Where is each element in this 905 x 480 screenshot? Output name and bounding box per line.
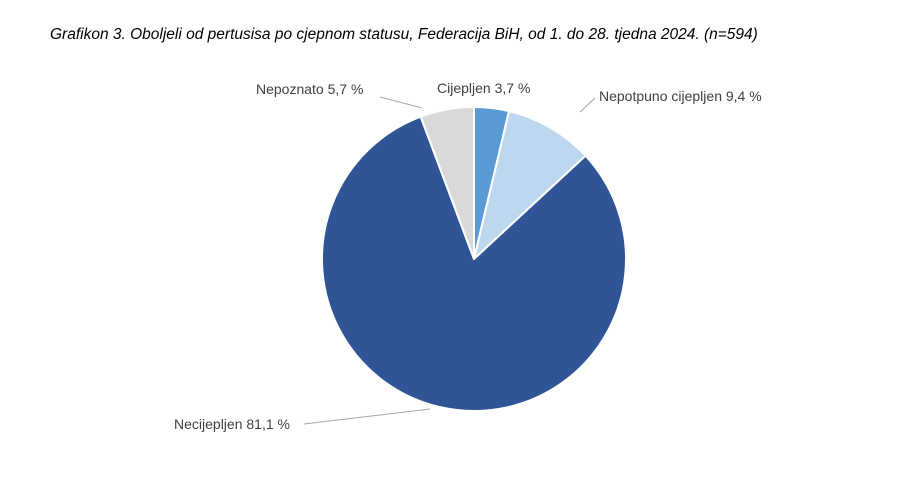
slice-label: Nepotpuno cijepljen 9,4 % — [599, 88, 762, 104]
leader-lines — [303, 96, 596, 425]
leader-line — [303, 408, 431, 425]
leader-line — [379, 96, 423, 109]
pie-slices — [321, 106, 627, 412]
pie-slice-necijepljen — [321, 115, 627, 412]
chart-title: Grafikon 3. Oboljeli od pertusisa po cje… — [50, 26, 758, 43]
slice-labels: Cijepljen 3,7 % Nepotpuno cijepljen 9,4 %… — [174, 80, 762, 432]
slice-label: Necijepljen 81,1 % — [174, 416, 290, 432]
slice-label: Nepoznato 5,7 % — [256, 81, 363, 97]
pie-slice-nepotpuno-cijepljen — [473, 110, 587, 260]
slice-label: Cijepljen 3,7 % — [437, 80, 530, 96]
leader-line — [579, 97, 596, 113]
pie-slice-nepoznato — [419, 106, 475, 260]
